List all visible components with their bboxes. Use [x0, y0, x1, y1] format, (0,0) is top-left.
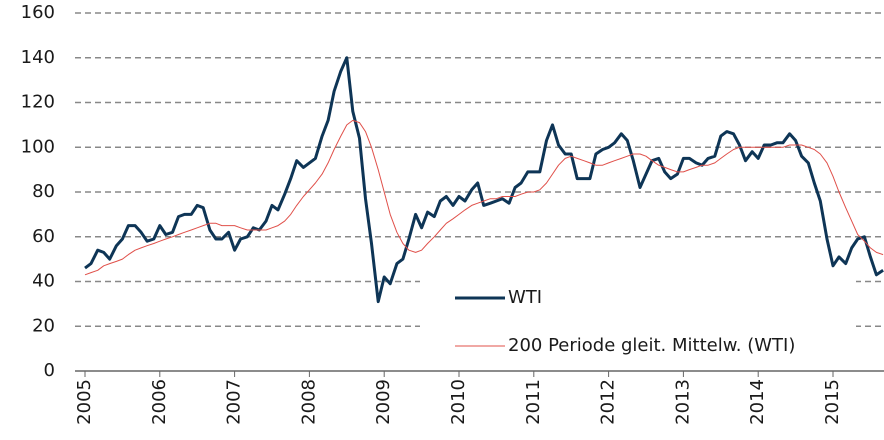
- legend: WTI 200 Periode gleit. Mittelw. (WTI): [420, 276, 856, 364]
- legend-box: [420, 276, 856, 364]
- y-tick-label: 160: [21, 2, 55, 23]
- x-tick-label: 2013: [672, 379, 693, 425]
- legend-label: 200 Periode gleit. Mittelw. (WTI): [508, 335, 795, 356]
- y-tick-label: 140: [21, 47, 55, 68]
- y-tick-label: 40: [32, 271, 55, 292]
- line-series: [84, 56, 884, 304]
- x-tick-label: 2011: [523, 379, 544, 425]
- x-tick-label: 2006: [149, 379, 170, 425]
- y-tick-label: 0: [44, 360, 55, 381]
- x-tick-label: 2015: [822, 379, 843, 425]
- y-tick-label: 100: [21, 136, 55, 157]
- legend-label: WTI: [508, 287, 542, 308]
- x-tick-label: 2010: [448, 379, 469, 425]
- x-tick-label: 2009: [373, 379, 394, 425]
- y-tick-label: 120: [21, 92, 55, 113]
- x-tick-label: 2007: [224, 379, 245, 425]
- x-tick-label: 2008: [298, 379, 319, 425]
- y-tick-label: 60: [32, 226, 55, 247]
- y-tick-label: 80: [32, 181, 55, 202]
- x-tick-label: 2014: [747, 379, 768, 425]
- x-tick-label: 2005: [74, 379, 95, 425]
- line-series: [84, 119, 884, 276]
- x-tick-label: 2012: [598, 379, 619, 425]
- y-tick-label: 20: [32, 315, 55, 336]
